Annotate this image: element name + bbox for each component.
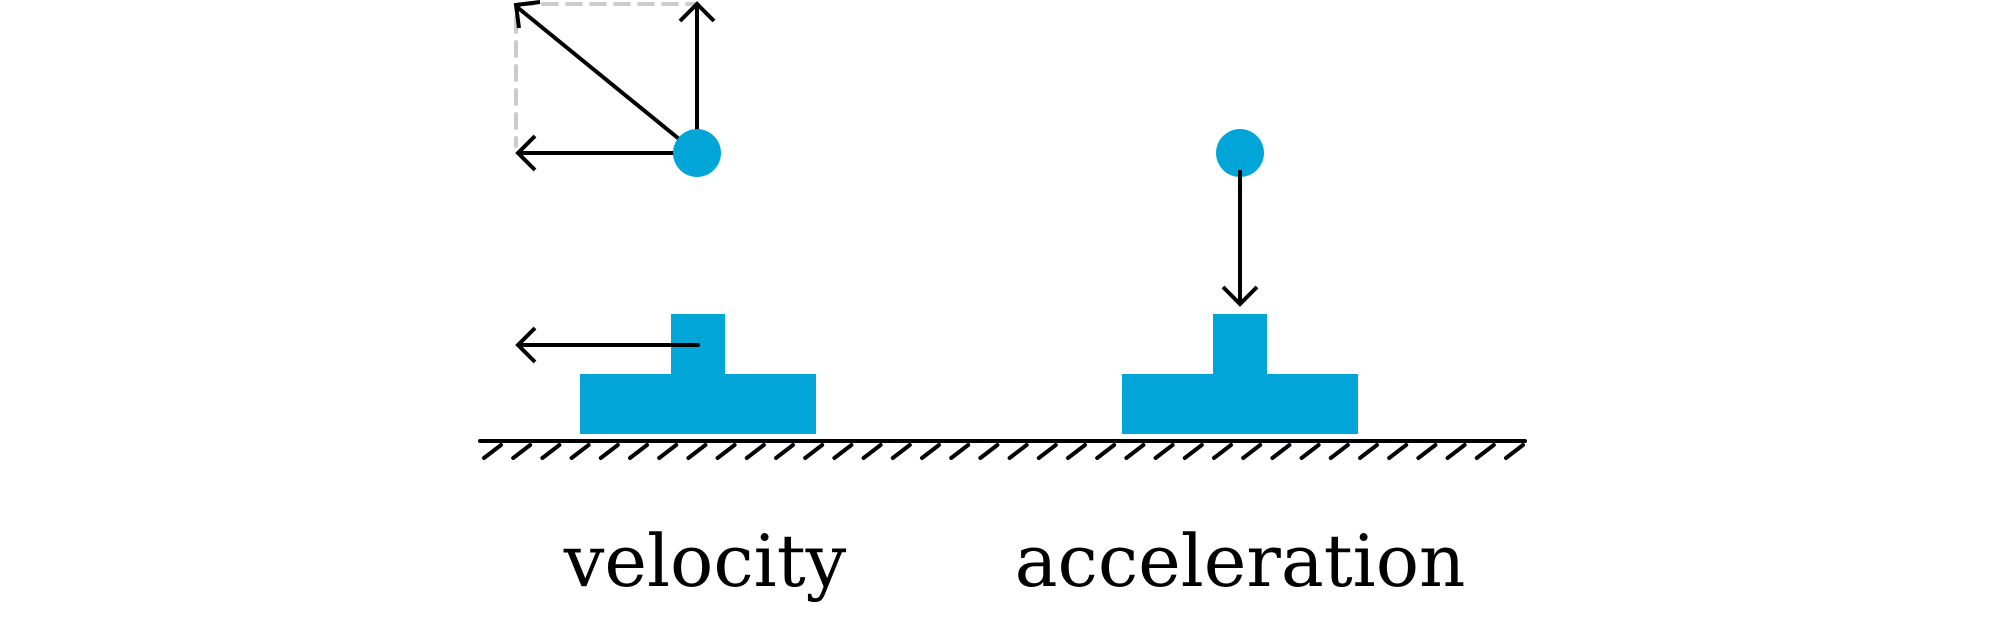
- acceleration-down-arrowhead: [1221, 285, 1259, 307]
- ground-hatch: [949, 443, 971, 460]
- ground-hatch: [628, 443, 649, 460]
- ground-hatch: [1182, 443, 1204, 460]
- acceleration-group: [1122, 129, 1358, 434]
- ground-hatch: [1387, 443, 1409, 460]
- ground-hatch: [832, 443, 854, 460]
- velocity-component-guide: [514, 2, 700, 148]
- ball-acceleration: [1216, 129, 1264, 177]
- cart-velocity: [580, 314, 816, 434]
- ground-hatch: [1036, 443, 1058, 460]
- velocity-horizontal-arrowhead: [515, 134, 537, 172]
- ground-hatch: [1066, 443, 1087, 460]
- ground-hatch: [686, 443, 708, 460]
- ground-hatch: [1358, 443, 1379, 460]
- acceleration-label: acceleration: [1014, 519, 1466, 603]
- ground-hatch: [1299, 443, 1321, 460]
- ground-hatch: [920, 443, 941, 460]
- ground-hatch: [1124, 443, 1146, 460]
- cart-acceleration: [1122, 314, 1358, 434]
- ground-hatch: [1007, 443, 1029, 460]
- ground-hatching: [482, 443, 1525, 460]
- ground-hatch: [1416, 443, 1438, 460]
- velocity-group: [513, 0, 816, 434]
- ground-hatch: [540, 443, 562, 460]
- ground-hatch: [861, 443, 883, 460]
- ground-hatch: [715, 443, 737, 460]
- ground-hatch: [1445, 443, 1467, 460]
- ball-velocity: [673, 129, 721, 177]
- ground-hatch: [1212, 443, 1233, 460]
- ground-hatch: [511, 443, 533, 460]
- velocity-vertical-arrowhead: [678, 1, 716, 23]
- velocity-resultant-arrow: [515, 5, 686, 145]
- ground-hatch: [744, 443, 766, 460]
- ground-hatch: [569, 443, 591, 460]
- ground-hatch: [890, 443, 912, 460]
- ground-hatch: [598, 443, 620, 460]
- ground-hatch: [1153, 443, 1175, 460]
- ground-hatch: [1328, 443, 1350, 460]
- cart-velocity-arrowhead: [515, 326, 537, 364]
- ground-hatch: [1504, 443, 1525, 460]
- ground-hatch: [1270, 443, 1292, 460]
- cart-acceleration-top: [1213, 314, 1267, 376]
- ground-hatch: [774, 443, 795, 460]
- ground-hatch: [1241, 443, 1263, 460]
- cart-velocity-base: [580, 374, 816, 434]
- ground-hatch: [803, 443, 825, 460]
- ground: [478, 439, 1527, 460]
- cart-acceleration-base: [1122, 374, 1358, 434]
- ground-hatch: [482, 443, 503, 460]
- ground-hatch: [1095, 443, 1117, 460]
- ground-hatch: [657, 443, 679, 460]
- velocity-label: velocity: [563, 519, 847, 603]
- ground-hatch: [1474, 443, 1496, 460]
- velocity-resultant-arrowhead: [513, 0, 541, 29]
- ground-hatch: [978, 443, 1000, 460]
